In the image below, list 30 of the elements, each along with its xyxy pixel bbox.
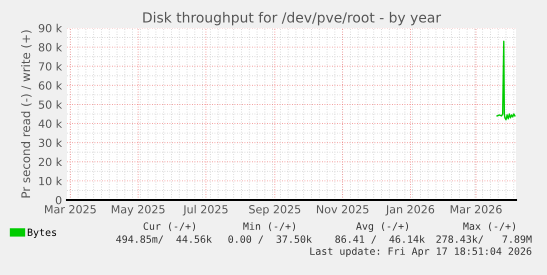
text: Last update: Fri Apr 17 18:51:04 2026: [310, 247, 532, 257]
y-tick-label: 0: [56, 196, 62, 204]
y-tick-label: 80 k: [38, 42, 62, 52]
x-tick-label: Sep 2025: [249, 205, 300, 216]
y-tick-label: 90 k: [38, 24, 62, 32]
x-tick-label: Jul 2025: [182, 204, 228, 216]
y-tick-label: 20 k: [38, 158, 62, 166]
text: Min (-/+): [243, 222, 296, 232]
y-tick-label: 10 k: [39, 176, 62, 186]
text: 494.85m/ 44.56k: [116, 235, 212, 244]
legend-label: Bytes: [28, 228, 56, 238]
text: Avg (-/+): [356, 222, 408, 232]
y-tick-label: 40 k: [38, 119, 62, 128]
x-tick-label: Jan 2026: [385, 205, 434, 216]
x-tick-label: Mar 2025: [45, 205, 96, 214]
y-axis-title: Pr second read (-) / write (+): [21, 30, 32, 198]
text: Max (-/+): [463, 222, 516, 232]
y-tick-label: 50 k: [38, 100, 62, 109]
x-tick-label: Mar 2026: [450, 205, 502, 214]
text: 278.43k/ 7.89M: [436, 235, 532, 244]
x-tick-label: May 2025: [112, 205, 165, 216]
text: 0.00 / 37.50k: [228, 235, 312, 244]
text: Cur (-/+): [144, 222, 196, 232]
x-tick-label: Nov 2025: [316, 205, 368, 214]
text: 86.41 / 46.14k: [335, 235, 425, 244]
chart-title: Disk throughput for /dev/pve/root - by year: [143, 12, 442, 26]
y-tick-label: 70 k: [38, 62, 62, 71]
line-series: [496, 40, 516, 120]
y-tick-label: 60 k: [38, 81, 62, 90]
y-tick-label: 30 k: [38, 138, 62, 148]
